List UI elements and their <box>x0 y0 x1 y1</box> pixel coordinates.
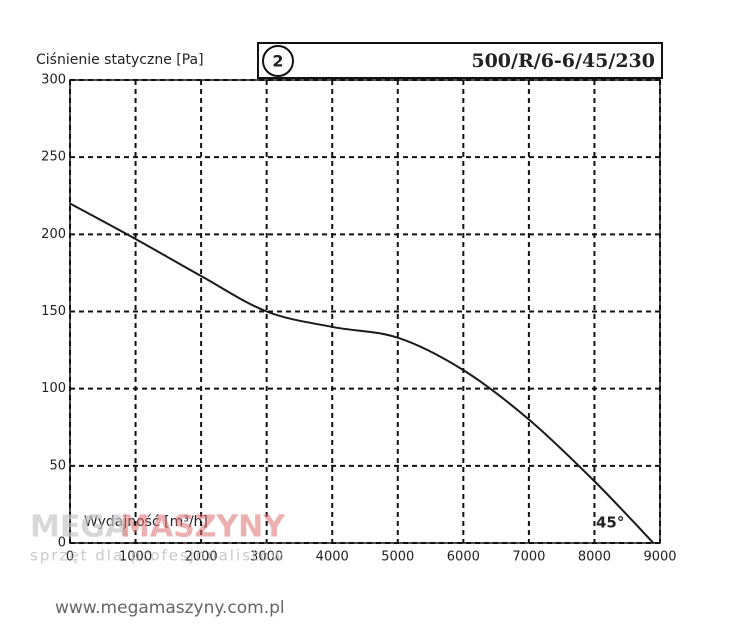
curve-number-circle <box>262 45 294 77</box>
y-tick-label: 150 <box>41 304 66 319</box>
y-tick-label: 300 <box>41 73 66 88</box>
x-tick-label: 9000 <box>643 550 676 565</box>
x-tick-label: 6000 <box>447 550 480 565</box>
x-tick-label: 5000 <box>381 550 414 565</box>
y-tick-label: 250 <box>41 150 66 165</box>
watermark-url: www.megamaszyny.com.pl <box>55 598 285 618</box>
x-axis-label: Wydajność [m³/h] <box>84 514 208 530</box>
x-tick-label: 7000 <box>512 550 545 565</box>
x-tick-label: 2000 <box>185 550 218 565</box>
x-tick-label: 3000 <box>250 550 283 565</box>
model-label: 500/R/6-6/45/230 <box>471 50 655 72</box>
watermark-tagline: sprzęt dla profesjonalistów <box>30 547 285 565</box>
y-tick-label: 100 <box>41 381 66 396</box>
y-tick-label: 200 <box>41 227 66 242</box>
y-axis-label: Ciśnienie statyczne [Pa] <box>36 52 204 68</box>
curve-number: 2 <box>272 52 283 71</box>
watermark-brand-left: MEGA <box>30 510 129 545</box>
model-box <box>257 42 663 79</box>
annotation: 45° <box>596 514 624 532</box>
x-tick-label: 8000 <box>578 550 611 565</box>
watermark-brand-right: MASZYNY <box>120 510 286 545</box>
x-tick-label: 4000 <box>316 550 349 565</box>
curve <box>69 202 655 544</box>
x-tick-label: 0 <box>66 550 74 565</box>
y-tick-label: 0 <box>58 536 66 551</box>
x-tick-label: 1000 <box>119 550 152 565</box>
y-tick-label: 50 <box>49 458 66 473</box>
plot-frame <box>69 79 661 544</box>
